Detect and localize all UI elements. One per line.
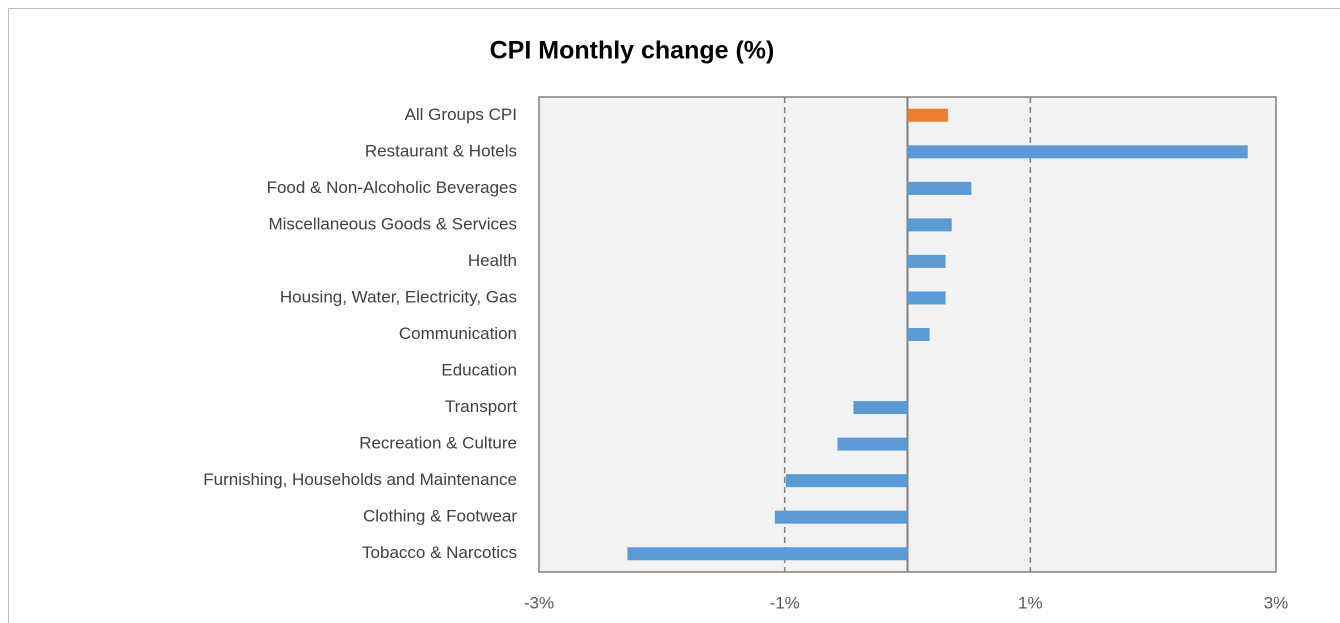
x-tick-label: -1% bbox=[770, 593, 800, 612]
bar bbox=[785, 474, 908, 488]
y-tick-label: Restaurant & Hotels bbox=[365, 141, 517, 160]
bar bbox=[907, 181, 972, 195]
bar bbox=[907, 108, 949, 122]
bar bbox=[837, 437, 908, 451]
y-tick-label: Housing, Water, Electricity, Gas bbox=[280, 287, 517, 306]
y-tick-label: Education bbox=[441, 361, 517, 380]
y-tick-label: Tobacco & Narcotics bbox=[362, 543, 517, 562]
x-tick-label: 3% bbox=[1264, 593, 1289, 612]
bar bbox=[774, 510, 908, 524]
chart-title: CPI Monthly change (%) bbox=[490, 37, 775, 65]
bar bbox=[907, 291, 946, 305]
bar bbox=[627, 547, 908, 561]
bar bbox=[853, 401, 908, 415]
y-tick-label: Recreation & Culture bbox=[359, 434, 517, 453]
y-tick-label: Health bbox=[468, 251, 517, 270]
y-tick-label: Transport bbox=[445, 397, 517, 416]
y-tick-label: Food & Non-Alcoholic Beverages bbox=[267, 178, 517, 197]
y-tick-label: Clothing & Footwear bbox=[363, 507, 517, 526]
bar bbox=[907, 328, 930, 341]
bar bbox=[907, 145, 1248, 159]
y-tick-label: Miscellaneous Goods & Services bbox=[268, 214, 517, 233]
y-tick-label: Communication bbox=[399, 324, 517, 343]
y-tick-label: All Groups CPI bbox=[405, 105, 517, 124]
bar bbox=[907, 254, 946, 268]
x-tick-label: 1% bbox=[1018, 593, 1043, 612]
y-tick-label: Furnishing, Households and Maintenance bbox=[203, 470, 517, 489]
bar bbox=[907, 218, 952, 232]
x-tick-label: -3% bbox=[524, 593, 554, 612]
